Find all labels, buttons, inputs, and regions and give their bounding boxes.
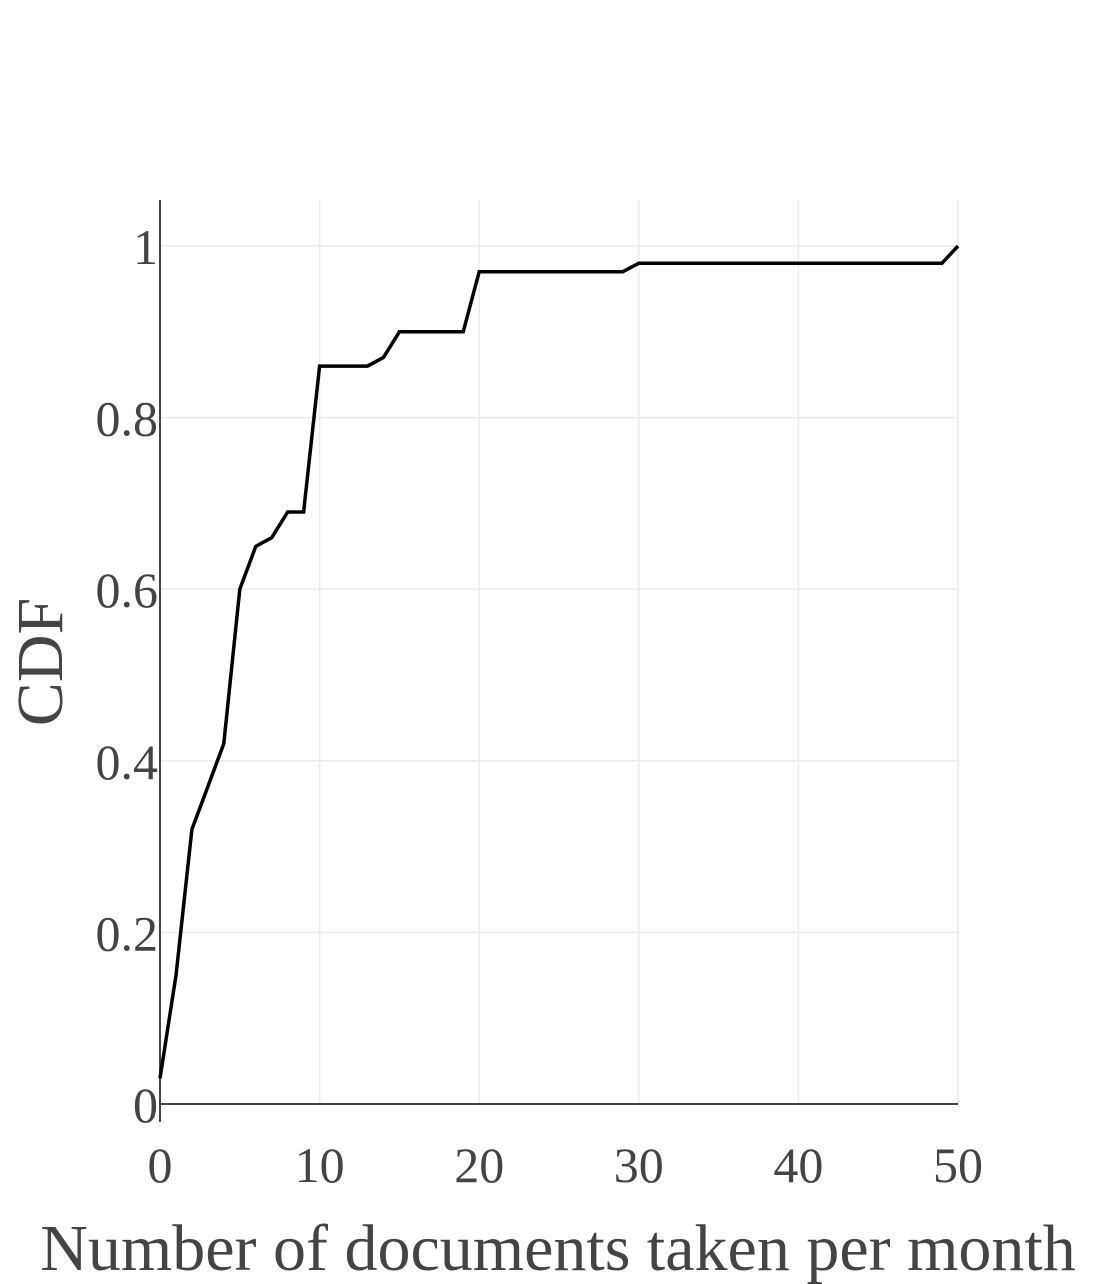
x-tick-label: 20 (454, 1137, 504, 1193)
y-axis-title: CDF (4, 598, 77, 726)
x-tick-labels: 0 10 20 30 40 50 (148, 1137, 984, 1193)
y-tick-labels: 0 0.2 0.4 0.6 0.8 1 (96, 219, 159, 1133)
y-tick-label: 0.6 (96, 562, 159, 618)
x-grid-lines (318, 200, 959, 1104)
x-tick-label: 0 (148, 1137, 173, 1193)
x-tick-label: 10 (295, 1137, 345, 1193)
y-tick-label: 0 (133, 1077, 158, 1133)
x-tick-label: 50 (933, 1137, 983, 1193)
x-axis-title: Number of documents taken per month (40, 1212, 1076, 1284)
y-tick-label: 0.2 (96, 905, 159, 961)
x-tick-label: 30 (614, 1137, 664, 1193)
y-tick-label: 0.4 (96, 734, 159, 790)
y-grid-lines (160, 245, 958, 934)
cdf-series-line (158, 244, 960, 1079)
y-tick-label: 1 (133, 219, 158, 275)
x-tick-label: 40 (773, 1137, 823, 1193)
y-tick-label: 0.8 (96, 391, 159, 447)
series-group (158, 244, 960, 1079)
